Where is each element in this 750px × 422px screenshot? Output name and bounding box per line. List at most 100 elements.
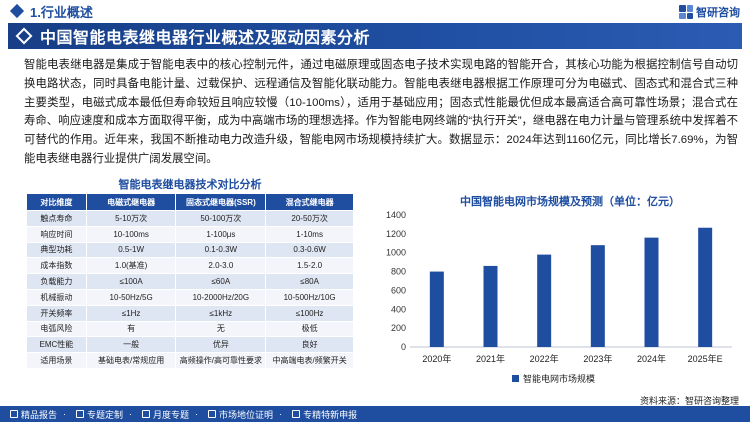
table-cell: 10-100ms — [85, 225, 177, 243]
y-tick-label: 200 — [391, 323, 406, 333]
x-tick-label: 2020年 — [422, 353, 451, 364]
report-icon — [10, 410, 18, 418]
title-banner: 中国智能电表继电器行业概述及驱动因素分析 — [8, 23, 742, 49]
table-cell: 5-10万次 — [85, 210, 177, 227]
y-tick-label: 1400 — [386, 210, 406, 220]
table-row-header-cell: 负载能力 — [26, 273, 87, 290]
page-title: 中国智能电表继电器行业概述及驱动因素分析 — [40, 30, 371, 47]
x-tick-label: 2022年 — [530, 353, 559, 364]
table-cell: 1.0(基准) — [85, 257, 177, 275]
table-row-header-cell: 响应时间 — [26, 225, 87, 243]
bar — [698, 227, 713, 347]
brand-name: 智研咨询 — [696, 7, 740, 19]
table-cell: 2.0-3.0 — [175, 257, 267, 275]
footer-link-label: 精品报告 — [21, 409, 58, 420]
comparison-table: 对比维度 电磁式继电器 固态式继电器(SSR) 混合式继电器 触点寿命 5-10万… — [26, 193, 354, 369]
table-row-header-cell: 开关频率 — [26, 304, 87, 322]
table-cell: 0.1-0.3W — [175, 241, 267, 259]
table-row: 响应时间 10-100ms 1-100μs 1-10ms — [26, 225, 354, 243]
banner-diamond-icon — [15, 27, 33, 45]
table-row: 负载能力 ≤100A ≤60A ≤80A — [26, 273, 354, 290]
footer-link[interactable]: 专精特新申报 — [292, 408, 357, 421]
market-size-bar-chart: 0 200 400 600 800 1000 1200 1400 2020年 2021年 2022年… — [386, 210, 732, 384]
footer-link[interactable]: 月度专题 — [142, 408, 189, 421]
table-row: 机械振动 10-50Hz/5G 10-2000Hz/20G 10-500Hz/10G — [26, 288, 354, 306]
table-cell: 有 — [85, 320, 177, 338]
table-cell: 高频操作/高可靠性要求 — [175, 352, 267, 369]
legend-swatch — [512, 375, 519, 382]
x-tick-label: 2024年 — [637, 353, 666, 364]
table-cell: 基础电表/常规应用 — [85, 352, 177, 369]
footer-link[interactable]: 专题定制 — [76, 408, 123, 421]
x-tick-label: 2023年 — [583, 353, 612, 364]
chart-title: 中国智能电网市场规模及预测（单位：亿元） — [460, 196, 680, 208]
table-row: 典型功耗 0.5-1W 0.1-0.3W 0.3-0.6W — [26, 241, 354, 259]
application-icon — [292, 410, 301, 418]
bar — [483, 265, 498, 347]
bar — [429, 271, 444, 347]
table-row: EMC性能 一般 优异 良好 — [26, 336, 354, 354]
table-cell: ≤1kHz — [175, 304, 267, 322]
table-cell: 优异 — [175, 336, 267, 354]
table-cell: 0.3-0.6W — [265, 241, 354, 259]
footer-separator: · — [63, 409, 67, 419]
table-row-header-cell: 电弧风险 — [26, 320, 87, 338]
table-body: 触点寿命 5-10万次 50-100万次 20-50万次 响应时间 10-100ms 1-1… — [26, 210, 354, 369]
table-cell: 1-10ms — [265, 225, 354, 243]
source-note: 资料来源：智研咨询整理 — [640, 396, 740, 406]
footer-separator: · — [195, 409, 199, 419]
table-cell: 1-100μs — [175, 225, 267, 243]
section-diamond-icon — [9, 3, 25, 19]
table-cell: ≤100A — [85, 273, 177, 290]
footer-link-label: 月度专题 — [153, 409, 190, 420]
table-cell: ≤100Hz — [265, 304, 354, 322]
table-cell: 10-50Hz/5G — [85, 288, 177, 306]
footer-link-label: 专题定制 — [87, 409, 124, 420]
table-row: 开关频率 ≤1Hz ≤1kHz ≤100Hz — [26, 304, 354, 322]
footer-link[interactable]: 精品报告 — [10, 408, 57, 421]
bar — [537, 254, 552, 347]
table-row-header-cell: 适用场景 — [26, 352, 87, 369]
table-row-header-cell: 触点寿命 — [26, 210, 87, 227]
x-tick-label: 2021年 — [476, 353, 505, 364]
table-row: 电弧风险有无极低 — [26, 320, 354, 338]
table-row-header-cell: 成本指数 — [26, 257, 87, 275]
footer-bar: 精品报告 · 专题定制 · 月度专题 · 市场地位证明 · 专精特新申报 — [0, 406, 750, 422]
y-tick-label: 800 — [391, 267, 406, 277]
footer-link-label: 市场地位证明 — [219, 409, 274, 420]
table-row-header-cell: 典型功耗 — [26, 241, 87, 259]
table-cell: ≤1Hz — [85, 304, 177, 322]
table-cell: 10-2000Hz/20G — [175, 288, 267, 306]
table-cell: 极低 — [265, 320, 354, 338]
table-header-cell: 固态式继电器(SSR) — [175, 193, 267, 211]
y-tick-label: 1000 — [386, 248, 406, 258]
intro-paragraph: 智能电表继电器是集成于智能电表中的核心控制元件，通过电磁原理或固态电子技术实现电… — [24, 59, 738, 165]
custom-icon — [76, 410, 85, 418]
table-cell: 中高端电表/频繁开关 — [265, 352, 354, 369]
table-row-header-cell: EMC性能 — [26, 336, 87, 354]
bar — [644, 237, 659, 347]
table-title: 智能电表继电器技术对比分析 — [118, 179, 262, 191]
bar — [590, 245, 605, 347]
x-tick-label: 2025年E — [688, 353, 723, 364]
table-cell: 20-50万次 — [265, 210, 354, 227]
certificate-icon — [208, 410, 217, 418]
table-header-row: 对比维度 电磁式继电器 固态式继电器(SSR) 混合式继电器 — [26, 193, 354, 211]
y-tick-label: 600 — [391, 285, 406, 295]
footer-link-label: 专精特新申报 — [303, 409, 358, 420]
footer-separator: · — [129, 409, 133, 419]
section-title: 1.行业概述 — [30, 4, 93, 20]
footer-link[interactable]: 市场地位证明 — [208, 408, 273, 421]
table-cell: ≤60A — [175, 273, 267, 290]
table-cell: 无 — [175, 320, 267, 338]
legend-label: 智能电网市场规模 — [523, 373, 595, 384]
y-tick-label: 400 — [391, 304, 406, 314]
footer-separator: · — [279, 409, 283, 419]
y-tick-label: 0 — [401, 342, 406, 352]
table-header-cell: 混合式继电器 — [265, 193, 354, 211]
table-cell: 0.5-1W — [85, 241, 177, 259]
table-row: 触点寿命 5-10万次 50-100万次 20-50万次 — [26, 210, 354, 227]
brand-logo[interactable]: 智研咨询 — [679, 4, 740, 20]
table-row: 适用场景 基础电表/常规应用 高频操作/高可靠性要求 中高端电表/频繁开关 — [26, 352, 354, 369]
table-cell: 50-100万次 — [175, 210, 267, 227]
